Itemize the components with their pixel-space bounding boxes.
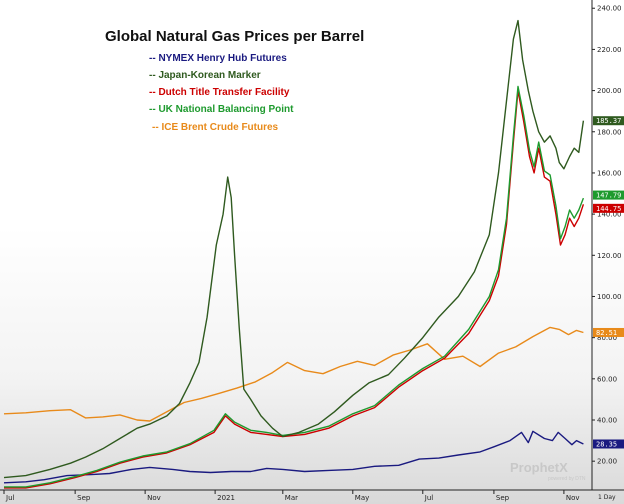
last-value-badge: 28.35 <box>593 439 624 449</box>
y-tick-label: 200.00 <box>597 87 622 95</box>
x-ticks: Jul Sep Nov 2021 Mar May Jul Sep Nov <box>3 490 580 502</box>
legend: -- NYMEX Henry Hub Futures -- Japan-Korea… <box>149 53 294 133</box>
x-tick-label: 2021 <box>217 494 235 502</box>
watermark-brand: ProphetX <box>510 460 568 475</box>
last-value-badge-bg <box>593 203 624 213</box>
x-tick-label: Nov <box>566 494 580 502</box>
last-value-badge-bg <box>593 327 624 337</box>
y-tick-label: 160.00 <box>597 169 622 177</box>
watermark: ProphetX powered by DTN <box>510 460 586 482</box>
last-value-badge-bg <box>593 439 624 449</box>
legend-entry: -- Dutch Title Transfer Facility <box>149 87 290 98</box>
last-value-badge-bg <box>593 190 624 200</box>
series-line-nymex-henry-hub-futures <box>3 430 584 484</box>
last-value-badge: 144.75 <box>593 203 624 213</box>
legend-entry: -- NYMEX Henry Hub Futures <box>149 53 287 64</box>
y-tick-label: 180.00 <box>597 128 622 136</box>
x-tick-label: Jul <box>5 494 15 502</box>
legend-entry: -- Japan-Korean Marker <box>149 70 261 81</box>
y-tick-label: 220.00 <box>597 46 622 54</box>
legend-entry: -- UK National Balancing Point <box>149 104 294 115</box>
x-tick-label: Sep <box>496 494 510 502</box>
last-value-badge: 185.37 <box>593 116 624 126</box>
x-tick-label: Nov <box>147 494 161 502</box>
last-value-badge-text: 144.75 <box>596 205 621 213</box>
y-tick-label: 120.00 <box>597 252 622 260</box>
last-value-badge: 147.79 <box>593 190 624 200</box>
x-tick-label: May <box>355 494 369 502</box>
series-lines <box>3 19 585 489</box>
y-tick-label: 60.00 <box>597 375 617 383</box>
last-value-badges: 28.35 185.37 144.75 147.79 82.51 <box>593 116 624 449</box>
series-line-dutch-title-transfer-facility <box>4 89 585 489</box>
series-line-uk-national-balancing-point <box>4 85 585 488</box>
last-value-badge-bg <box>593 116 624 126</box>
watermark-sub: powered by DTN <box>548 476 586 482</box>
y-ticks: 20.00 40.00 60.00 80.00 100.00 120.00 140.00 16… <box>592 5 622 466</box>
y-tick-label: 240.00 <box>597 5 622 13</box>
y-tick-label: 80.00 <box>597 334 617 342</box>
legend-entry: -- ICE Brent Crude Futures <box>152 122 279 133</box>
x-tick-label: Sep <box>77 494 91 502</box>
last-value-badge-text: 147.79 <box>596 192 621 200</box>
series-line-ice-brent-crude-futures <box>3 326 584 422</box>
y-tick-label: 140.00 <box>597 211 622 219</box>
y-tick-label: 40.00 <box>597 417 617 425</box>
series-line-japan-korean-marker <box>3 19 585 479</box>
y-tick-label: 20.00 <box>597 458 617 466</box>
last-value-badge-text: 28.35 <box>596 440 617 448</box>
y-tick-label: 100.00 <box>597 293 622 301</box>
last-value-badge: 82.51 <box>593 327 624 337</box>
x-tick-label: Jul <box>424 494 434 502</box>
last-value-badge-text: 82.51 <box>596 329 617 337</box>
chart-title: Global Natural Gas Prices per Barrel <box>105 28 364 45</box>
last-value-badge-text: 185.37 <box>596 117 621 125</box>
x-tick-label: Mar <box>285 494 298 502</box>
axes <box>0 0 624 491</box>
period-label: 1 Day <box>598 494 616 501</box>
